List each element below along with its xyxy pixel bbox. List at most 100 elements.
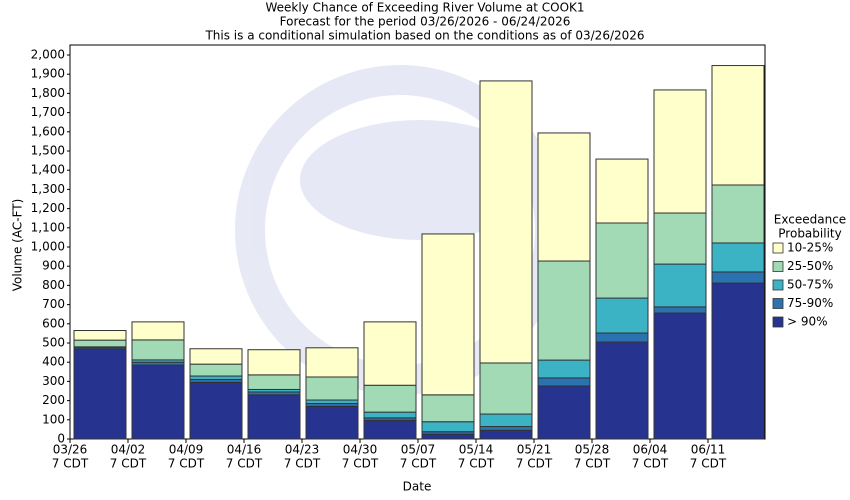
- bar-segment: [421, 433, 475, 440]
- legend-label: 10-25%: [787, 241, 833, 255]
- bar-segment: [189, 381, 243, 440]
- bar-segment: [479, 80, 533, 364]
- bar-segment: [189, 348, 243, 365]
- bar-segment: [363, 321, 417, 386]
- x-tick-label: 7 CDT: [52, 457, 89, 471]
- bar-segment: [595, 332, 649, 343]
- x-tick-label: 03/26: [53, 443, 88, 457]
- x-tick-label: 04/23: [285, 443, 320, 457]
- y-tick-label: 800: [42, 278, 65, 292]
- bar-segment: [653, 89, 707, 214]
- x-tick-label: 7 CDT: [110, 457, 147, 471]
- y-axis-label: Volume (AC-FT): [11, 199, 25, 292]
- bar-segment: [537, 385, 591, 440]
- bar-segment: [131, 321, 185, 341]
- y-tick-label: 1,600: [31, 124, 65, 138]
- bar-segment: [479, 362, 533, 415]
- bar-segment: [421, 233, 475, 396]
- y-tick-label: 200: [42, 393, 65, 407]
- bar-segment: [189, 375, 243, 380]
- x-tick-label: 7 CDT: [342, 457, 379, 471]
- y-tick-label: 1,000: [31, 240, 65, 254]
- x-tick-label: 06/11: [691, 443, 726, 457]
- bar-segment: [537, 359, 591, 379]
- bar-segment: [595, 222, 649, 299]
- legend-label: 50-75%: [787, 278, 833, 292]
- bar-segment: [247, 394, 301, 440]
- x-tick-label: 7 CDT: [574, 457, 611, 471]
- x-tick-label: 04/30: [343, 443, 378, 457]
- bar-segment: [73, 348, 127, 440]
- y-tick-label: 1,800: [31, 86, 65, 100]
- bar-segment: [247, 349, 301, 376]
- bar-segment: [247, 374, 301, 390]
- x-tick-label: 05/21: [517, 443, 552, 457]
- x-tick-label: 06/04: [633, 443, 668, 457]
- legend-title: Probability: [778, 227, 841, 241]
- legend-label: 75-90%: [787, 296, 833, 310]
- bar-segment: [363, 411, 417, 419]
- bar-segment: [653, 312, 707, 440]
- x-tick-label: 04/02: [111, 443, 146, 457]
- chart-subtitle: Forecast for the period 03/26/2026 - 06/…: [280, 15, 571, 29]
- bar-segment: [73, 339, 127, 348]
- y-tick-label: 2,000: [31, 48, 65, 62]
- x-tick-label: 7 CDT: [400, 457, 437, 471]
- bar-segment: [595, 297, 649, 334]
- y-tick-label: 400: [42, 355, 65, 369]
- legend-swatch: [772, 298, 784, 309]
- y-tick-label: 1,500: [31, 144, 65, 158]
- y-tick-label: 500: [42, 336, 65, 350]
- bar-segment: [363, 384, 417, 413]
- bar-segment: [131, 339, 185, 361]
- bar-segment: [711, 242, 765, 273]
- y-tick-label: 1,100: [31, 220, 65, 234]
- x-tick-label: 04/09: [169, 443, 204, 457]
- y-tick-label: 1,200: [31, 201, 65, 215]
- bar-segment: [653, 306, 707, 314]
- x-tick-label: 05/28: [575, 443, 610, 457]
- bar-segment: [653, 263, 707, 308]
- y-tick-label: 600: [42, 316, 65, 330]
- y-tick-label: 1,400: [31, 163, 65, 177]
- chart-note: This is a conditional simulation based o…: [204, 29, 644, 43]
- bar-segment: [711, 184, 765, 244]
- x-tick-label: 05/07: [401, 443, 436, 457]
- bar-segment: [363, 419, 417, 440]
- legend-swatch: [772, 242, 784, 254]
- x-tick-label: 7 CDT: [690, 457, 727, 471]
- bar-segment: [479, 413, 533, 428]
- bar-segment: [421, 421, 475, 433]
- x-tick-label: 7 CDT: [168, 457, 205, 471]
- bar-segment: [189, 363, 243, 377]
- y-tick-label: 900: [42, 259, 65, 273]
- y-tick-label: 100: [42, 412, 65, 426]
- bar-segment: [595, 341, 649, 440]
- y-tick-label: 300: [42, 374, 65, 388]
- bar-segment: [73, 330, 127, 341]
- bar-segment: [653, 212, 707, 265]
- y-tick-label: 0: [57, 432, 65, 446]
- bar-segment: [131, 364, 185, 440]
- x-tick-label: 7 CDT: [226, 457, 263, 471]
- chart-title: Weekly Chance of Exceeding River Volume …: [265, 1, 584, 15]
- bar-segment: [711, 271, 765, 284]
- bar-segment: [711, 65, 765, 186]
- legend-label: 25-50%: [787, 259, 833, 273]
- legend-swatch: [772, 261, 784, 272]
- legend-swatch: [772, 316, 784, 328]
- bar-segment: [711, 282, 765, 440]
- bar-segment: [537, 132, 591, 262]
- y-tick-label: 700: [42, 297, 65, 311]
- x-tick-label: 7 CDT: [458, 457, 495, 471]
- bar-segment: [421, 394, 475, 423]
- bar-segment: [537, 260, 591, 361]
- bar-segment: [305, 347, 359, 378]
- y-tick-label: 1,300: [31, 182, 65, 196]
- bar-segment: [305, 376, 359, 401]
- x-tick-label: 7 CDT: [284, 457, 321, 471]
- bar-segment: [479, 429, 533, 440]
- bar-segment: [479, 426, 533, 431]
- bar-segment: [595, 158, 649, 224]
